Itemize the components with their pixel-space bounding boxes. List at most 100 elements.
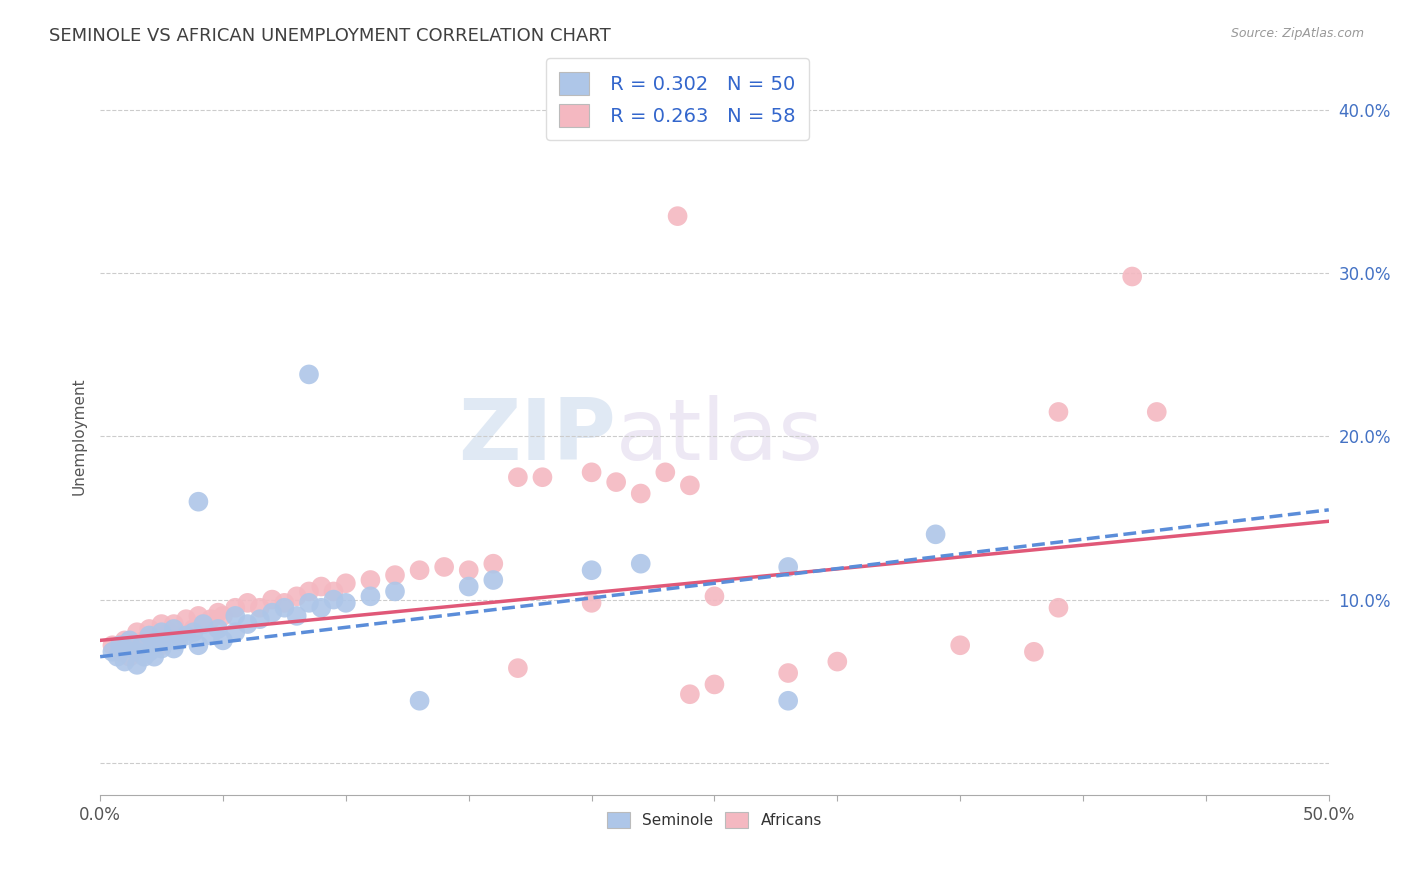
Point xyxy=(285,608,308,623)
Point xyxy=(273,600,295,615)
Point xyxy=(924,527,946,541)
Point xyxy=(322,592,344,607)
Point xyxy=(482,573,505,587)
Point xyxy=(703,590,725,604)
Point xyxy=(679,687,702,701)
Point xyxy=(212,633,235,648)
Point xyxy=(262,606,284,620)
Point xyxy=(285,590,308,604)
Point xyxy=(224,625,246,640)
Point xyxy=(125,657,148,672)
Point xyxy=(506,470,529,484)
Point xyxy=(174,612,197,626)
Point xyxy=(187,608,209,623)
Point xyxy=(236,596,259,610)
Point xyxy=(249,600,271,615)
Point xyxy=(118,649,141,664)
Point xyxy=(134,649,156,664)
Point xyxy=(114,633,136,648)
Point xyxy=(183,622,205,636)
Point xyxy=(143,628,166,642)
Point xyxy=(335,596,357,610)
Point xyxy=(778,560,800,574)
Point xyxy=(457,580,479,594)
Point xyxy=(150,641,173,656)
Point xyxy=(236,617,259,632)
Point xyxy=(249,612,271,626)
Point xyxy=(183,625,205,640)
Point xyxy=(1022,645,1045,659)
Point xyxy=(143,649,166,664)
Point xyxy=(125,625,148,640)
Point xyxy=(212,608,235,623)
Point xyxy=(298,368,321,382)
Point xyxy=(322,584,344,599)
Point xyxy=(167,628,190,642)
Text: ZIP: ZIP xyxy=(458,395,616,478)
Point xyxy=(359,573,381,587)
Point xyxy=(187,494,209,508)
Point xyxy=(163,641,186,656)
Point xyxy=(138,628,160,642)
Point xyxy=(1047,600,1070,615)
Point xyxy=(163,622,186,636)
Point xyxy=(666,209,689,223)
Point xyxy=(778,666,800,681)
Point xyxy=(654,466,676,480)
Point xyxy=(207,622,229,636)
Point xyxy=(408,563,430,577)
Point xyxy=(311,600,333,615)
Y-axis label: Unemployment: Unemployment xyxy=(72,377,86,495)
Point xyxy=(200,628,222,642)
Point xyxy=(630,557,652,571)
Point xyxy=(101,638,124,652)
Point xyxy=(138,645,160,659)
Point xyxy=(187,638,209,652)
Point xyxy=(949,638,972,652)
Text: Source: ZipAtlas.com: Source: ZipAtlas.com xyxy=(1230,27,1364,40)
Text: SEMINOLE VS AFRICAN UNEMPLOYMENT CORRELATION CHART: SEMINOLE VS AFRICAN UNEMPLOYMENT CORRELA… xyxy=(49,27,612,45)
Point xyxy=(506,661,529,675)
Point xyxy=(105,649,128,664)
Point xyxy=(114,641,136,656)
Point xyxy=(335,576,357,591)
Point xyxy=(311,580,333,594)
Legend: Seminole, Africans: Seminole, Africans xyxy=(600,806,828,834)
Point xyxy=(224,600,246,615)
Point xyxy=(457,563,479,577)
Point xyxy=(108,645,131,659)
Point xyxy=(207,606,229,620)
Point xyxy=(131,638,153,652)
Point xyxy=(118,633,141,648)
Point xyxy=(138,622,160,636)
Point xyxy=(143,638,166,652)
Point xyxy=(108,638,131,652)
Point xyxy=(200,612,222,626)
Point xyxy=(703,677,725,691)
Point xyxy=(157,633,180,648)
Point xyxy=(482,557,505,571)
Point xyxy=(273,596,295,610)
Point xyxy=(150,638,173,652)
Point xyxy=(827,655,849,669)
Point xyxy=(605,475,627,489)
Point xyxy=(778,694,800,708)
Point xyxy=(630,486,652,500)
Point xyxy=(581,466,603,480)
Point xyxy=(581,563,603,577)
Point xyxy=(531,470,554,484)
Point xyxy=(125,641,148,656)
Point xyxy=(193,617,215,632)
Point xyxy=(174,628,197,642)
Point xyxy=(384,584,406,599)
Point xyxy=(679,478,702,492)
Point xyxy=(101,645,124,659)
Point xyxy=(224,608,246,623)
Point xyxy=(408,694,430,708)
Point xyxy=(1121,269,1143,284)
Point xyxy=(262,592,284,607)
Point xyxy=(193,617,215,632)
Point xyxy=(150,625,173,640)
Point xyxy=(433,560,456,574)
Point xyxy=(384,568,406,582)
